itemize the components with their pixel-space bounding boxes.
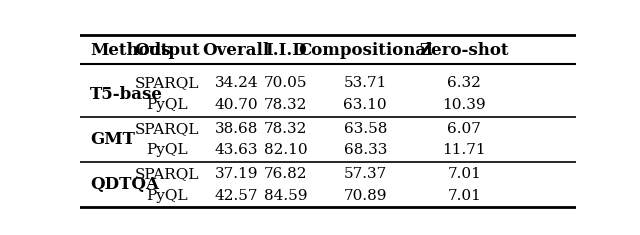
Text: 37.19: 37.19: [214, 167, 258, 181]
Text: 68.33: 68.33: [344, 143, 387, 157]
Text: SPARQL: SPARQL: [134, 122, 199, 136]
Text: Overall: Overall: [203, 42, 270, 59]
Text: Output: Output: [134, 42, 200, 59]
Text: Methods: Methods: [90, 42, 170, 59]
Text: 57.37: 57.37: [344, 167, 387, 181]
Text: 40.70: 40.70: [214, 98, 258, 112]
Text: PyQL: PyQL: [146, 143, 188, 157]
Text: SPARQL: SPARQL: [134, 76, 199, 90]
Text: 63.10: 63.10: [344, 98, 387, 112]
Text: GMT: GMT: [90, 131, 135, 148]
Text: PyQL: PyQL: [146, 188, 188, 203]
Text: 38.68: 38.68: [214, 122, 258, 136]
Text: Zero-shot: Zero-shot: [420, 42, 509, 59]
Text: 42.57: 42.57: [214, 188, 258, 203]
Text: 6.07: 6.07: [447, 122, 481, 136]
Text: 11.71: 11.71: [443, 143, 486, 157]
Text: PyQL: PyQL: [146, 98, 188, 112]
Text: 78.32: 78.32: [264, 98, 308, 112]
Text: 70.89: 70.89: [344, 188, 387, 203]
Text: 7.01: 7.01: [447, 188, 481, 203]
Text: Compositional: Compositional: [298, 42, 433, 59]
Text: 63.58: 63.58: [344, 122, 387, 136]
Text: 78.32: 78.32: [264, 122, 308, 136]
Text: 70.05: 70.05: [264, 76, 308, 90]
Text: 10.39: 10.39: [443, 98, 486, 112]
Text: 82.10: 82.10: [264, 143, 308, 157]
Text: 34.24: 34.24: [214, 76, 258, 90]
Text: 43.63: 43.63: [214, 143, 258, 157]
Text: 53.71: 53.71: [344, 76, 387, 90]
Text: SPARQL: SPARQL: [134, 167, 199, 181]
Text: T5-base: T5-base: [90, 86, 163, 103]
Text: 84.59: 84.59: [264, 188, 308, 203]
Text: QDTQA: QDTQA: [90, 176, 159, 193]
Text: 7.01: 7.01: [447, 167, 481, 181]
Text: 76.82: 76.82: [264, 167, 308, 181]
Text: 6.32: 6.32: [447, 76, 481, 90]
Text: I.I.D: I.I.D: [265, 42, 307, 59]
